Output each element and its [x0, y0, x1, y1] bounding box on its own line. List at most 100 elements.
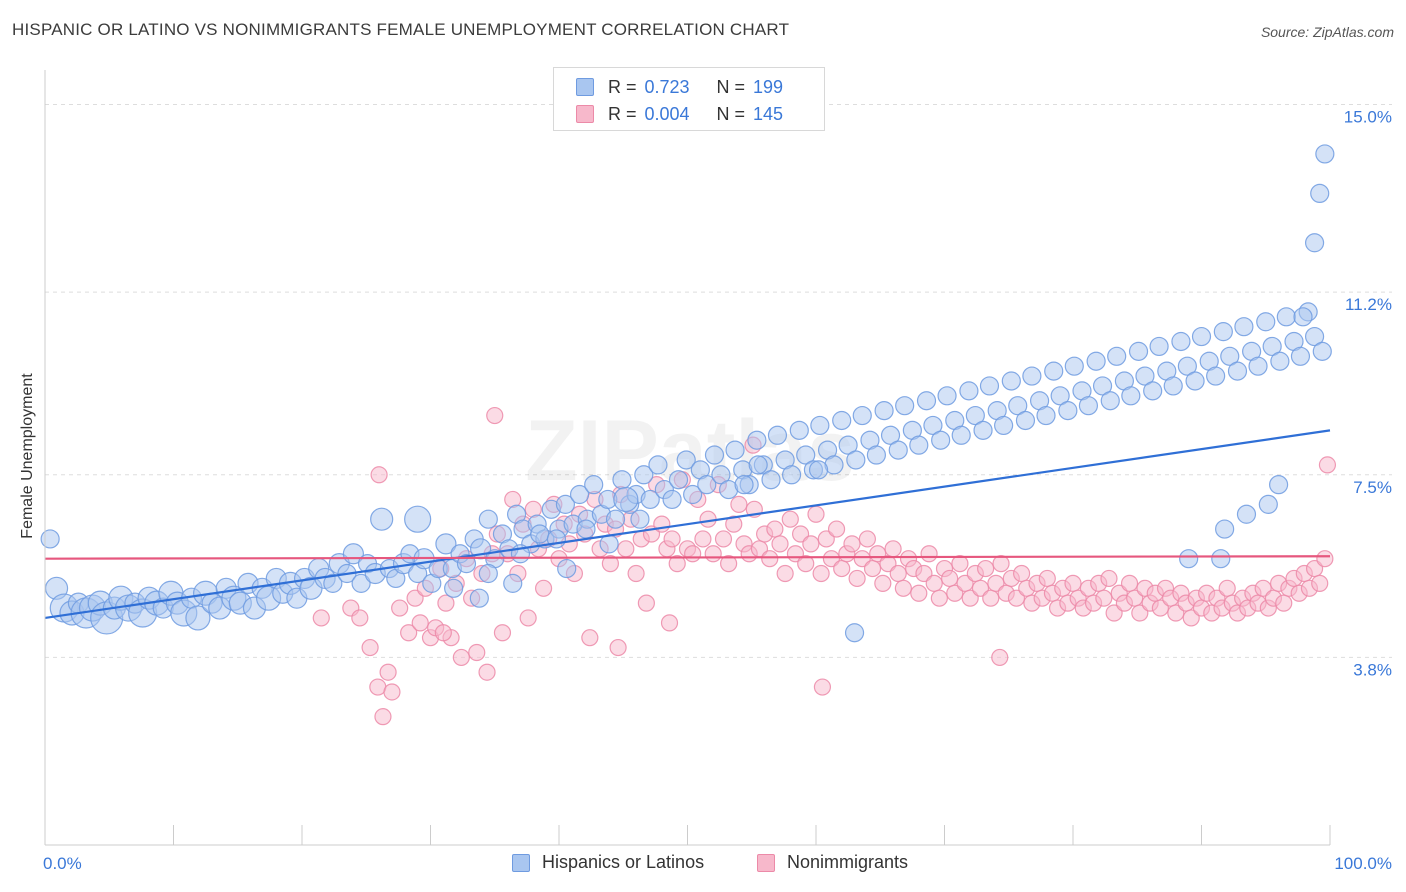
hispanics-point [1149, 336, 1169, 357]
hispanics-point [1258, 494, 1278, 514]
nonimmigrants-point [351, 609, 369, 627]
nonimmigrants-point [797, 555, 815, 573]
hispanics-point [605, 509, 626, 529]
y-tick-label: 11.2% [1345, 295, 1392, 314]
nonimmigrants-point [400, 624, 418, 642]
hispanics-point [1001, 371, 1021, 391]
tick-labels: 3.8% 7.5% 11.2% 15.0% 0.0% 100.0% [43, 108, 1392, 873]
legend-row-nonimmigrants: R = 0.004 N = 145 [576, 102, 783, 126]
nonimmigrants-point [807, 505, 825, 523]
hispanics-point [951, 425, 971, 445]
nonimmigrants-point [992, 555, 1010, 573]
legend-swatch-blue [512, 853, 530, 872]
nonimmigrants-point [493, 624, 512, 642]
nonimmigrants-point [848, 569, 866, 588]
hispanics-point [1177, 356, 1197, 376]
hispanics-point [478, 563, 498, 584]
hispanics-point [576, 519, 596, 539]
nonimmigrants-point [941, 569, 959, 588]
hispanics-point [1163, 376, 1183, 396]
hispanics-point [1290, 346, 1311, 366]
hispanics-point [704, 445, 725, 465]
y-tick-label: 15.0% [1344, 108, 1392, 127]
hispanics-point [634, 465, 654, 485]
hispanics-point [1058, 401, 1078, 421]
nonimmigrants-point [802, 535, 820, 553]
nonimmigrants-point [694, 530, 712, 548]
nonimmigrants-trend-line [44, 555, 1331, 560]
nonimmigrants-point [1100, 569, 1118, 588]
nonimmigrants-point [781, 510, 799, 528]
hispanics-point [959, 381, 979, 401]
hispanics-point [1220, 346, 1240, 366]
nonimmigrants-point [684, 545, 702, 563]
hispanics-point [923, 415, 943, 436]
nonimmigrants-point [601, 555, 620, 573]
hispanics-point [1036, 405, 1056, 426]
hispanics-point [1276, 307, 1296, 327]
hispanics-point [569, 484, 590, 505]
n-label: N = [716, 103, 746, 124]
nonimmigrants-point [617, 540, 635, 558]
nonimmigrants-point [663, 530, 681, 548]
hispanics-point [1315, 144, 1335, 164]
hispanics-point [351, 573, 371, 593]
hispanics-point [640, 489, 660, 510]
hispanics-point [404, 505, 432, 533]
n-label: N = [716, 76, 746, 97]
axes [44, 70, 1331, 846]
hispanics-point [1044, 361, 1064, 381]
hispanics-point [748, 455, 768, 475]
x-tick-label: 100.0% [1334, 854, 1392, 873]
nonimmigrants-point [827, 520, 846, 538]
hispanics-point [979, 376, 1000, 396]
hispanics-point [668, 470, 689, 490]
legend-item-hispanics: Hispanics or Latinos [512, 852, 704, 873]
nonimmigrants-point [312, 609, 330, 627]
trend-lines [44, 429, 1331, 620]
hispanics-point [789, 420, 809, 440]
nonimmigrants-point [434, 624, 452, 642]
nonimmigrants-point [452, 648, 470, 667]
hispanics-point [1050, 386, 1070, 406]
hispanics-point [781, 465, 802, 485]
hispanics-point [711, 465, 731, 485]
r-value: 0.004 [644, 103, 690, 124]
hispanics-point [1215, 519, 1235, 539]
gridlines [45, 104, 1392, 658]
nonimmigrants-point [920, 545, 938, 563]
r-value: 0.723 [644, 76, 690, 97]
hispanics-point [503, 573, 523, 593]
hispanics-point [1121, 386, 1141, 406]
hispanics-point [810, 415, 830, 436]
hispanics-point [1206, 366, 1226, 386]
hispanics-point [1236, 504, 1257, 524]
hispanics-point [1092, 376, 1113, 396]
nonimmigrants-point [874, 574, 892, 592]
nonimmigrants-point [833, 559, 851, 578]
hispanics-point [1213, 322, 1233, 342]
nonimmigrants-point [534, 579, 553, 597]
nonimmigrants-point [519, 609, 537, 627]
hispanics-point [1211, 549, 1231, 569]
nonimmigrants-point [720, 555, 738, 573]
hispanics-point [796, 445, 816, 465]
hispanics-trend-line [44, 429, 1331, 620]
nonimmigrants-point [1038, 569, 1056, 588]
legend-label-hispanics: Hispanics or Latinos [542, 852, 705, 872]
legend-item-nonimmigrants: Nonimmigrants [757, 852, 908, 873]
nonimmigrants-point [1012, 564, 1031, 583]
hispanics-point [323, 573, 343, 593]
nonimmigrants-point [699, 510, 717, 528]
nonimmigrants-point [776, 564, 794, 583]
nonimmigrants-point [704, 545, 722, 563]
hispanics-point [1256, 312, 1276, 332]
nonimmigrants-point [486, 406, 504, 425]
hispanics-point [1064, 356, 1084, 376]
nonimmigrants-point [391, 599, 409, 617]
hispanics-point [767, 425, 788, 445]
hispanics-point [370, 507, 394, 531]
hispanics-point [584, 475, 604, 495]
legend-swatch-blue [576, 78, 594, 96]
nonimmigrants-point [714, 530, 733, 548]
